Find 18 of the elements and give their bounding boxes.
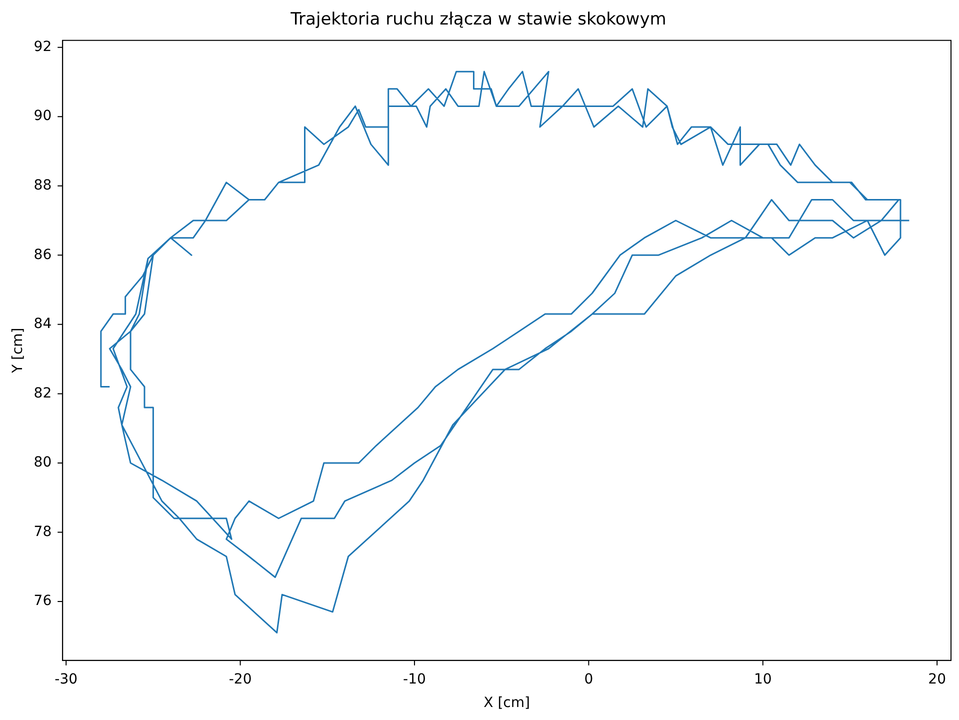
x-axis-title: X [cm] [484, 695, 530, 712]
y-tick-label: 82 [34, 385, 52, 402]
x-tick-label: -10 [403, 671, 426, 688]
y-tick-label: 84 [34, 316, 52, 332]
y-tick-label: 88 [34, 178, 52, 194]
y-tick-label: 76 [34, 593, 52, 610]
x-tick-label: -30 [54, 671, 78, 688]
x-tick-label: 10 [754, 671, 772, 688]
y-tick-label: 78 [34, 524, 52, 540]
x-tick-label: 0 [584, 671, 594, 688]
y-tick-label: 86 [34, 246, 52, 263]
y-tick-label: 92 [34, 38, 52, 55]
y-tick-label: 80 [34, 454, 52, 471]
x-tick-label: 20 [928, 671, 946, 688]
y-axis-title: Y [cm] [10, 328, 26, 374]
x-tick-label: -20 [228, 671, 252, 688]
chart-title: Trajektoria ruchu złącza w stawie skokowym [290, 10, 666, 30]
y-tick-label: 90 [34, 108, 52, 124]
